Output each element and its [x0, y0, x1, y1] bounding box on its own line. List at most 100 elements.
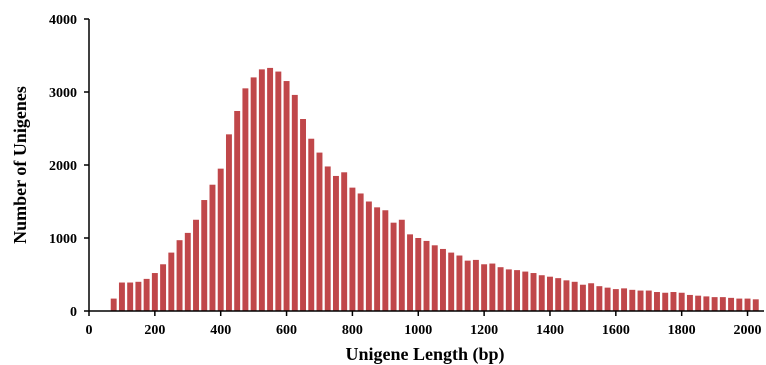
bar [135, 281, 142, 311]
bar [538, 275, 545, 311]
x-tick-label: 200 [144, 323, 165, 338]
y-tick-label: 1000 [49, 232, 77, 247]
bar [324, 166, 331, 311]
bar [728, 297, 735, 311]
bar [579, 284, 586, 311]
bar [505, 269, 512, 311]
y-tick-label: 0 [70, 305, 77, 320]
bar [489, 263, 496, 311]
x-tick-label: 1400 [536, 323, 564, 338]
x-tick-label: 2000 [734, 323, 762, 338]
bar [678, 292, 685, 311]
bar [736, 298, 743, 311]
bar [637, 290, 644, 311]
bar [341, 172, 348, 311]
bar [464, 260, 471, 311]
bar [695, 295, 702, 311]
x-tick-label: 400 [210, 323, 231, 338]
bar [382, 210, 389, 311]
bar [612, 289, 619, 311]
bar [547, 276, 553, 311]
bar [711, 297, 718, 311]
bar [217, 168, 224, 311]
bar [332, 175, 339, 311]
bar [686, 294, 693, 311]
bar [308, 138, 315, 311]
bar [497, 267, 504, 311]
bar [431, 245, 438, 311]
y-tick-label: 4000 [49, 13, 77, 28]
bar [670, 292, 677, 311]
bar [440, 248, 446, 311]
bar [571, 281, 578, 311]
bar [291, 94, 298, 311]
bar [151, 273, 158, 311]
bar [193, 219, 199, 311]
bar [258, 69, 265, 312]
bar [316, 152, 323, 311]
x-tick-label: 1000 [404, 323, 432, 338]
x-tick-label: 0 [86, 323, 93, 338]
bar [752, 299, 759, 311]
bar [242, 88, 249, 311]
bar [234, 110, 241, 311]
bar [645, 290, 652, 311]
bar [744, 298, 751, 311]
bar-series [110, 67, 759, 312]
bar [588, 283, 595, 311]
bar [275, 71, 282, 311]
bar [250, 77, 257, 312]
y-axis-title: Number of Unigenes [10, 86, 30, 244]
bar [522, 271, 529, 311]
bar [267, 67, 274, 311]
x-axis-title: Unigene Length (bp) [345, 344, 504, 365]
bar [423, 240, 430, 311]
bar [407, 234, 413, 311]
bar [118, 282, 125, 311]
bar [448, 252, 455, 311]
bar [398, 219, 405, 311]
bar [390, 222, 397, 311]
x-tick-label: 1800 [668, 323, 696, 338]
bar [349, 187, 356, 311]
bar [596, 286, 603, 311]
bar [703, 296, 710, 311]
bar [209, 184, 216, 311]
bar [481, 264, 488, 311]
bar [472, 259, 479, 311]
bar [168, 252, 175, 311]
bar [629, 289, 636, 311]
bar [555, 278, 562, 311]
y-axis-ticks: 0 1000 2000 3000 4000 [49, 13, 89, 320]
bar [283, 81, 290, 311]
bar [530, 273, 537, 311]
bar [201, 200, 208, 311]
bar [604, 287, 611, 311]
bar [110, 298, 117, 311]
x-tick-label: 600 [276, 323, 297, 338]
bar [621, 288, 628, 311]
bar [563, 280, 570, 311]
x-tick-label: 1200 [470, 323, 498, 338]
x-tick-label: 800 [342, 323, 363, 338]
bar [415, 238, 422, 311]
x-axis-ticks: 0 200 400 600 800 1000 1200 1400 1600 1800 2000 [86, 311, 762, 338]
x-tick-label: 1600 [602, 323, 630, 338]
bar [127, 282, 134, 311]
bar [357, 193, 364, 311]
bar [374, 207, 381, 311]
bar [662, 292, 669, 311]
bar [365, 201, 372, 311]
bar [654, 292, 660, 311]
bar [719, 297, 726, 311]
bar [456, 255, 463, 311]
bar [225, 134, 232, 311]
bar [160, 264, 167, 311]
bar [514, 270, 521, 311]
bar [300, 119, 306, 311]
bar [143, 278, 150, 311]
y-tick-label: 3000 [49, 86, 77, 101]
y-tick-label: 2000 [49, 159, 77, 174]
bar [176, 240, 183, 311]
